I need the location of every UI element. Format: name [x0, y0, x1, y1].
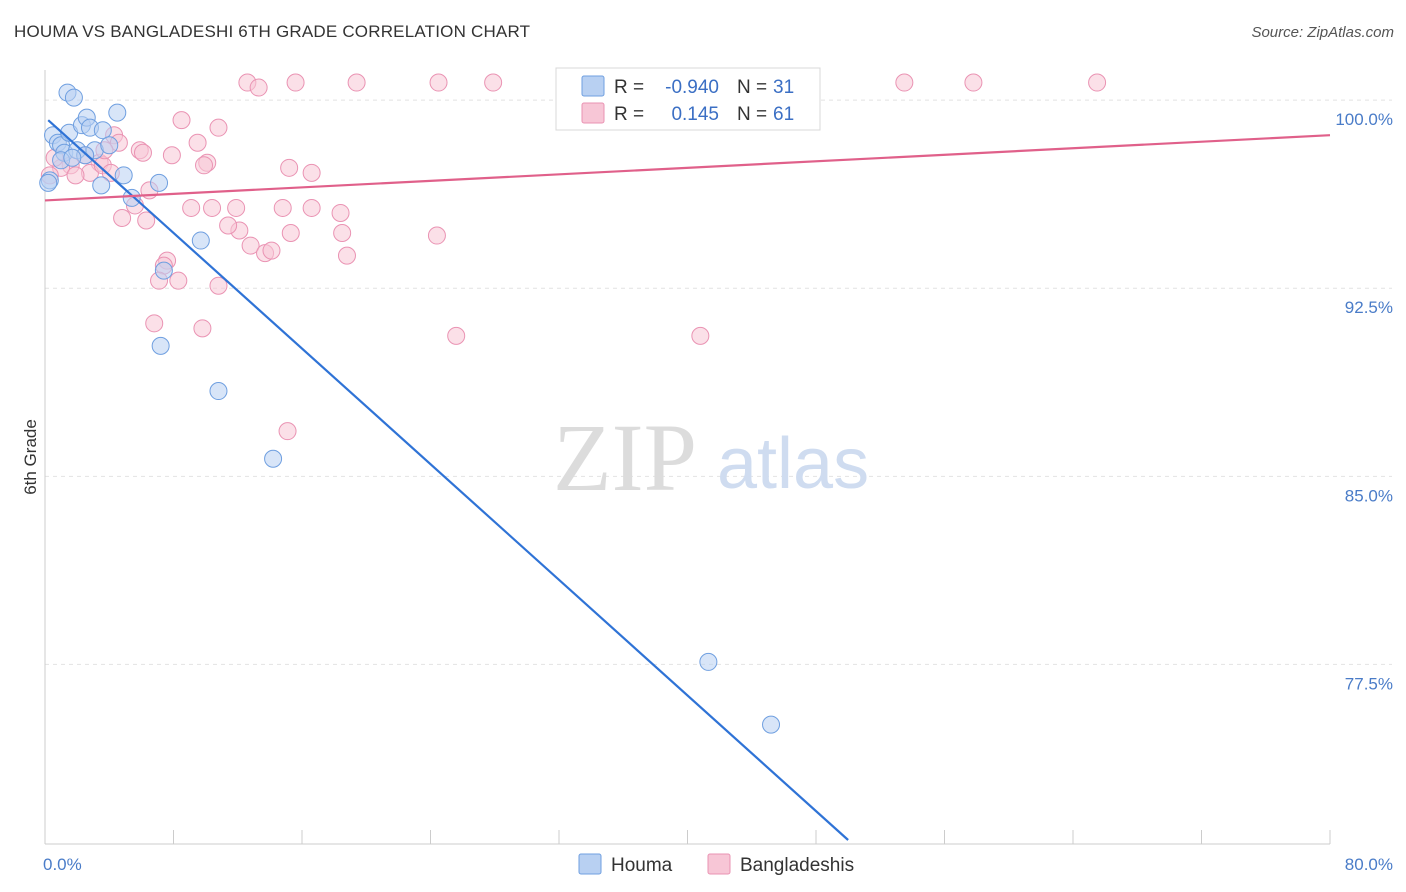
data-point — [241, 236, 260, 255]
series-legend-bangladeshis-swatch — [707, 853, 731, 875]
data-point — [108, 103, 127, 122]
data-point — [1088, 73, 1107, 92]
y-tick-labels: 77.5% 85.0% 92.5% 100.0% — [1335, 110, 1393, 693]
legend-r-value-houma: -0.940 — [665, 77, 719, 98]
data-point — [286, 73, 305, 92]
series-legend: Houma Bangladeshis — [578, 853, 854, 876]
data-point — [92, 176, 111, 195]
legend-n-label-houma: N = — [737, 77, 767, 98]
data-point — [122, 188, 141, 207]
data-point — [100, 136, 119, 155]
data-point — [273, 198, 292, 217]
data-point — [64, 88, 83, 107]
data-point — [333, 224, 352, 243]
chart-source: Source: ZipAtlas.com — [1251, 24, 1394, 41]
data-point — [302, 198, 321, 217]
trend-lines — [44, 119, 1331, 841]
data-point — [895, 73, 914, 92]
data-point — [484, 73, 503, 92]
chart-title: HOUMA VS BANGLADESHI 6TH GRADE CORRELATI… — [14, 22, 531, 41]
data-point — [209, 276, 228, 295]
watermark: ZIP atlas — [553, 404, 869, 511]
data-point — [169, 271, 188, 290]
data-point — [280, 158, 299, 177]
y-tick-label: 100.0% — [1335, 110, 1393, 129]
legend-houma-swatch — [581, 75, 605, 97]
data-point — [203, 198, 222, 217]
x-tick-label: 0.0% — [43, 855, 82, 874]
data-point — [39, 173, 58, 192]
data-point — [227, 198, 246, 217]
data-point — [182, 198, 201, 217]
data-point — [162, 146, 181, 165]
data-point — [762, 715, 781, 734]
data-point — [66, 166, 85, 185]
trend-line-houma — [47, 119, 849, 841]
series-legend-houma-label: Houma — [611, 855, 673, 876]
x-tick-label: 80.0% — [1345, 855, 1393, 874]
data-point — [133, 143, 152, 162]
data-point — [172, 111, 191, 130]
data-points — [39, 73, 1107, 734]
y-tick-label: 85.0% — [1345, 486, 1393, 505]
data-point — [151, 336, 170, 355]
data-point — [113, 208, 132, 227]
y-tick-label: 77.5% — [1345, 674, 1393, 693]
legend-r-label-bangladeshis: R = — [614, 104, 644, 125]
data-point — [337, 246, 356, 265]
legend-r-value-bangladeshis: 0.145 — [671, 104, 719, 125]
data-point — [193, 319, 212, 338]
data-point — [262, 241, 281, 260]
watermark-atlas: atlas — [717, 424, 869, 504]
data-point — [281, 224, 300, 243]
series-legend-houma-swatch — [578, 853, 602, 875]
data-point — [191, 231, 210, 250]
axes — [44, 70, 1331, 845]
data-point — [429, 73, 448, 92]
legend-n-value-houma: 31 — [773, 77, 794, 98]
data-point — [195, 156, 214, 175]
series-legend-bangladeshis-label: Bangladeshis — [740, 855, 854, 876]
data-point — [209, 118, 228, 137]
series-houma — [39, 83, 781, 734]
data-point — [114, 166, 133, 185]
data-point — [137, 211, 156, 230]
data-point — [264, 449, 283, 468]
data-point — [427, 226, 446, 245]
stats-legend: R = -0.940 N = 31 R = 0.145 N = 61 — [555, 67, 821, 131]
data-point — [188, 133, 207, 152]
legend-r-label-houma: R = — [614, 77, 644, 98]
data-point — [249, 78, 268, 97]
trend-line-bangladeshis — [44, 134, 1331, 202]
legend-n-value-bangladeshis: 61 — [773, 104, 794, 125]
gridlines — [45, 99, 1392, 665]
y-axis-label: 6th Grade — [21, 419, 40, 495]
watermark-zip: ZIP — [553, 404, 697, 511]
data-point — [331, 203, 350, 222]
legend-bangladeshis-swatch — [581, 102, 605, 124]
legend-n-label-bangladeshis: N = — [737, 104, 767, 125]
data-point — [219, 216, 238, 235]
data-point — [145, 314, 164, 333]
data-point — [964, 73, 983, 92]
data-point — [154, 261, 173, 280]
data-point — [150, 173, 169, 192]
data-point — [447, 326, 466, 345]
data-point — [347, 73, 366, 92]
data-point — [63, 148, 82, 167]
data-point — [93, 121, 112, 140]
data-point — [209, 382, 228, 401]
data-point — [699, 652, 718, 671]
data-point — [691, 326, 710, 345]
x-tick-labels: 0.0% 80.0% — [43, 855, 1393, 874]
y-tick-label: 92.5% — [1345, 298, 1393, 317]
data-point — [278, 422, 297, 441]
data-point — [302, 163, 321, 182]
